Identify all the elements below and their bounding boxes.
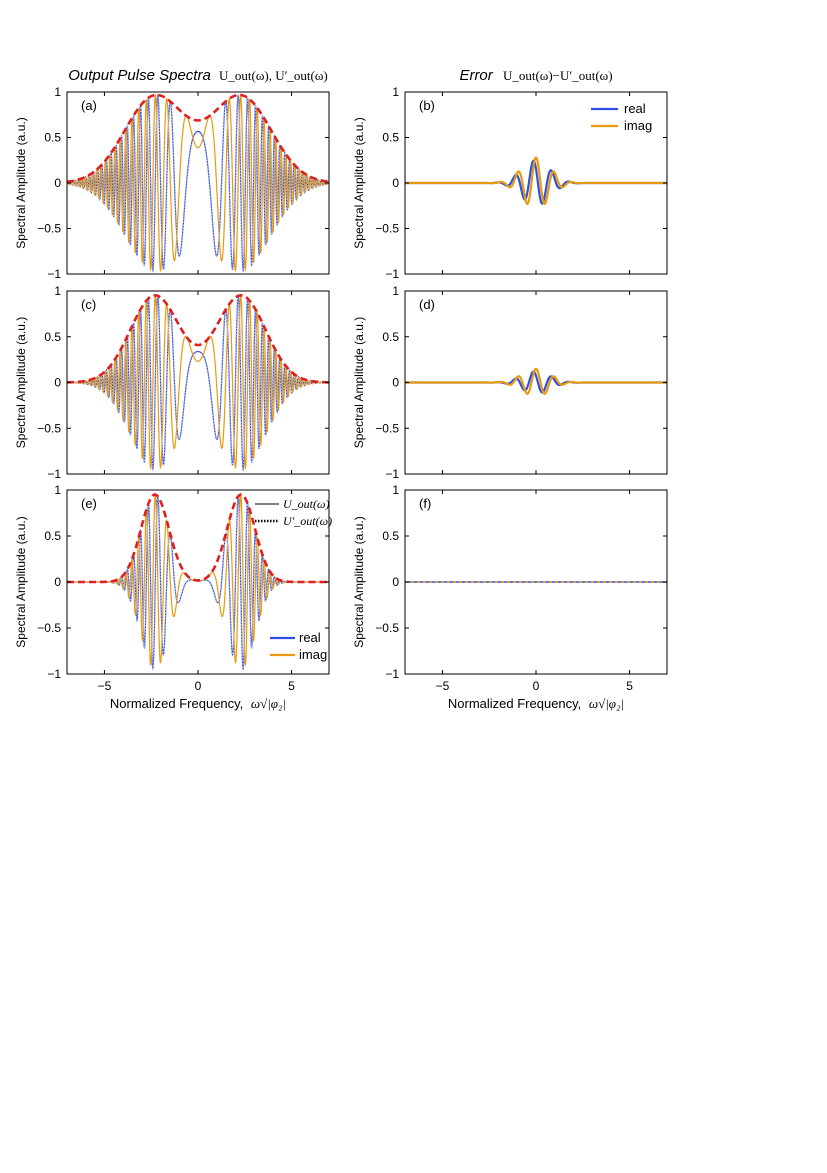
y-axis-label: Spectral Amplitude (a.u.) [352, 516, 366, 647]
y-tick-label: 1 [392, 483, 399, 497]
envelope-line [67, 93, 329, 184]
y-tick-label: 0.5 [382, 529, 399, 543]
y-tick-label: 0 [54, 376, 61, 390]
y-tick-label: 0.5 [44, 330, 61, 344]
y-axis-label: Spectral Amplitude (a.u.) [352, 317, 366, 448]
panel-label: (f) [419, 496, 431, 511]
plot-area [67, 293, 329, 472]
y-tick-label: −1 [385, 667, 399, 681]
x-axis-label-right-text: Normalized Frequency, [448, 696, 581, 711]
y-tick-label: −1 [47, 667, 61, 681]
y-tick-label: −0.5 [375, 421, 399, 435]
envelope-line [67, 294, 329, 384]
y-tick-label: 0 [392, 176, 399, 190]
panel-label: (e) [81, 496, 97, 511]
panel-label: (c) [81, 297, 96, 312]
y-tick-label: −1 [385, 467, 399, 481]
right-column-header: Error U_out(ω)−U′_out(ω) [459, 67, 612, 84]
legend-style: U_out(ω) U′_out(ω) [255, 497, 332, 528]
y-axis-label: Spectral Amplitude (a.u.) [14, 117, 28, 248]
y-tick-label: −0.5 [375, 222, 399, 236]
left-column-header: Output Pulse Spectra U_out(ω), U′_out(ω) [68, 67, 328, 84]
y-axis-label: Spectral Amplitude (a.u.) [14, 516, 28, 647]
x-axis-label-left: Normalized Frequency, ω√|φ₂| [110, 696, 286, 711]
panel-d: −1 −0.5 0 0.5 1 (d) Spectral Amplitude (a.u.) [352, 284, 668, 481]
x-axis-label-right: Normalized Frequency, ω√|φ₂| [448, 696, 624, 711]
y-tick-label: 0.5 [382, 330, 399, 344]
series-imag-line [405, 367, 667, 395]
y-tick-label: 0 [54, 575, 61, 589]
panel-label: (a) [81, 98, 97, 113]
legend-label-style: U_out(ω) [283, 497, 329, 511]
x-axis-label-left-math: ω√|φ₂| [251, 696, 286, 711]
panel-c: −1 −0.5 0 0.5 1 (c) Spectral Amplitude (a.u.) [14, 284, 330, 481]
y-tick-label: 0 [54, 176, 61, 190]
legend-error: real imag [591, 101, 652, 133]
left-header-math: U_out(ω), U′_out(ω) [219, 68, 328, 83]
x-axis-label-left-text: Normalized Frequency, [110, 696, 243, 711]
y-tick-label: −1 [47, 467, 61, 481]
y-tick-label: −0.5 [37, 222, 61, 236]
y-tick-label: 1 [54, 284, 61, 298]
x-tick-label: 5 [626, 679, 633, 693]
x-tick-label: −5 [436, 679, 450, 693]
panel-f: −1 −0.5 0 0.5 1 −5 0 5 (f) Spectral Amplitude (a.… [352, 483, 668, 693]
left-header-title: Output Pulse Spectra [68, 67, 211, 84]
y-tick-label: 0 [392, 575, 399, 589]
legend-label-real: real [299, 630, 321, 645]
legend-label-imag: imag [624, 118, 652, 133]
series-imag-line [67, 293, 329, 471]
x-tick-label: 5 [288, 679, 295, 693]
y-tick-label: 1 [54, 483, 61, 497]
panel-b: −1 −0.5 0 0.5 1 (b) Spectral Amplitude (a.u.) r… [352, 85, 668, 281]
envelope-line [67, 493, 329, 584]
panel-a: −1 −0.5 0 0.5 1 (a) Spectral Amplitude (a.u.) [14, 85, 330, 281]
x-tick-label: 0 [533, 679, 540, 693]
x-axis-label-right-math: ω√|φ₂| [589, 696, 624, 711]
y-axis-label: Spectral Amplitude (a.u.) [352, 117, 366, 248]
y-tick-label: −0.5 [37, 421, 61, 435]
x-tick-label: 0 [195, 679, 202, 693]
right-header-title: Error [459, 67, 493, 84]
y-tick-label: −1 [47, 267, 61, 281]
right-header-math: U_out(ω)−U′_out(ω) [503, 68, 613, 83]
series-imag-line [405, 156, 667, 205]
legend-label-imag: imag [299, 647, 327, 662]
legend-label-real: real [624, 101, 646, 116]
y-tick-label: −1 [385, 267, 399, 281]
y-tick-label: 0.5 [44, 529, 61, 543]
y-tick-label: 0.5 [44, 131, 61, 145]
legend-color: real imag [270, 630, 327, 662]
panels-group: −1−0.500.51(a)Spectral Amplitude (a.u.)−… [14, 85, 668, 693]
legend-label-style: U′_out(ω) [283, 514, 332, 528]
y-axis-label: Spectral Amplitude (a.u.) [14, 317, 28, 448]
y-tick-label: 1 [392, 284, 399, 298]
panel-label: (d) [419, 297, 435, 312]
y-tick-label: 0 [392, 376, 399, 390]
plot-area [67, 492, 329, 671]
y-tick-label: 1 [54, 85, 61, 99]
x-tick-label: −5 [98, 679, 112, 693]
y-tick-label: 1 [392, 85, 399, 99]
y-tick-label: −0.5 [37, 621, 61, 635]
panel-e: −1 −0.5 0 0.5 1 −5 0 5 (e) Spectral Amplitude (a.… [14, 483, 332, 693]
y-tick-label: −0.5 [375, 621, 399, 635]
series-approx-line [67, 94, 329, 272]
series-approx-line [67, 295, 329, 471]
panel-label: (b) [419, 98, 435, 113]
plot-area [405, 156, 667, 205]
y-tick-label: 0.5 [382, 131, 399, 145]
plot-area [405, 367, 667, 395]
plot-area [67, 93, 329, 273]
